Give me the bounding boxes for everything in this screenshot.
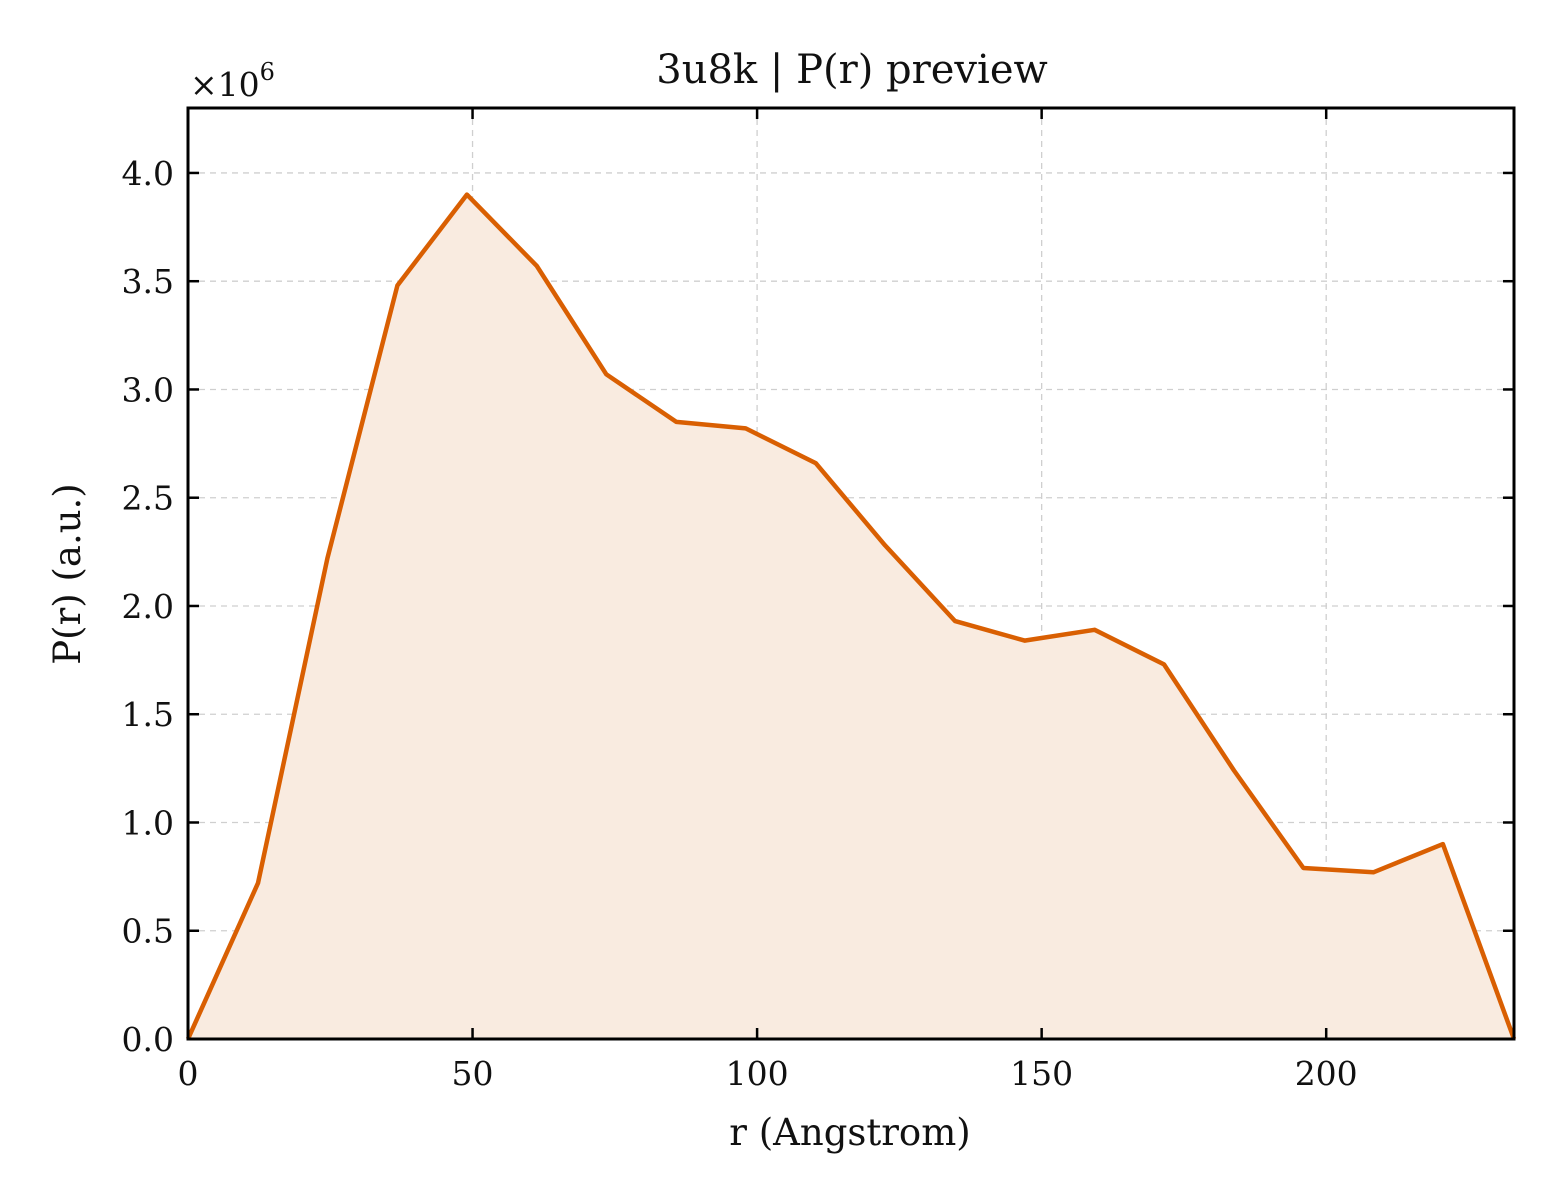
- area-fill: [188, 194, 1514, 1040]
- x-tick-label-3: 150: [1010, 1054, 1073, 1093]
- series-line: [185, 192, 1517, 1040]
- y-multiplier: ×106: [190, 58, 275, 104]
- data-point-12: [1023, 639, 1027, 643]
- data-point-15: [1232, 769, 1236, 773]
- x-tick-label-4: 200: [1295, 1054, 1358, 1093]
- y-multiplier-base: ×10: [190, 65, 260, 104]
- y-tick-label-3: 1.5: [122, 695, 174, 734]
- data-point-9: [814, 461, 818, 465]
- data-point-16: [1301, 866, 1305, 870]
- chart-title: 3u8k | P(r) preview: [656, 47, 1047, 93]
- data-point-2: [325, 556, 329, 560]
- x-tick-label-0: 0: [178, 1054, 199, 1093]
- y-tick-labels: 0.0 0.5 1.0 1.5 2.0 2.5 3.0 3.5 4.0: [122, 154, 174, 1059]
- y-tick-label-5: 2.5: [122, 479, 174, 518]
- y-tick-label-8: 4.0: [122, 154, 174, 193]
- y-multiplier-exponent: 6: [260, 58, 275, 86]
- data-point-8: [744, 426, 748, 430]
- data-point-10: [883, 543, 887, 547]
- data-point-6: [604, 372, 608, 376]
- data-point-18: [1441, 842, 1445, 846]
- data-point-11: [953, 619, 957, 623]
- axis-ticks: [186, 108, 1514, 1041]
- y-tick-label-0: 0.0: [122, 1020, 174, 1059]
- y-tick-label-6: 3.0: [122, 370, 174, 409]
- y-tick-label-1: 0.5: [122, 912, 174, 951]
- data-point-1: [256, 881, 260, 885]
- data-point-14: [1162, 662, 1166, 666]
- x-tick-label-1: 50: [452, 1054, 494, 1093]
- x-tick-labels: 0 50 100 150 200: [178, 1054, 1358, 1093]
- data-point-5: [535, 264, 539, 268]
- y-axis-label: P(r) (a.u.): [46, 483, 89, 665]
- data-point-4: [465, 193, 469, 197]
- y-tick-label-7: 3.5: [122, 262, 174, 301]
- x-axis-label: r (Angstrom): [729, 1111, 970, 1154]
- y-tick-label-4: 2.0: [122, 587, 174, 626]
- plot-frame: [186, 106, 1516, 1041]
- data-point-17: [1371, 870, 1375, 874]
- data-point-3: [395, 284, 399, 288]
- y-tick-label-2: 1.0: [122, 803, 174, 842]
- data-point-13: [1093, 628, 1097, 632]
- x-tick-label-2: 100: [726, 1054, 789, 1093]
- data-point-7: [674, 420, 678, 424]
